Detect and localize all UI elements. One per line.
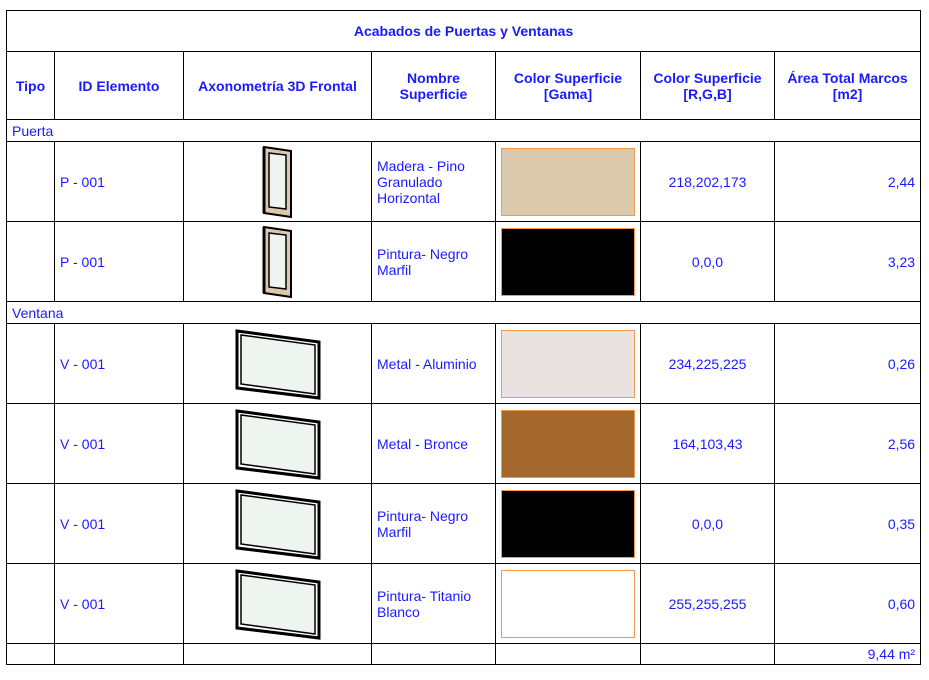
area-cell: 0,26 bbox=[773, 323, 922, 404]
table-row: V - 001 Pintura- Negro Marfil 0,0,0 0,35 bbox=[6, 483, 922, 564]
area-cell: 2,44 bbox=[773, 141, 922, 222]
group-header: Puerta bbox=[5, 119, 922, 142]
rgb-cell: 0,0,0 bbox=[640, 483, 775, 564]
id-cell: V - 001 bbox=[54, 483, 184, 564]
tipo-cell bbox=[6, 221, 55, 302]
column-header: Color Superficie [Gama] bbox=[495, 51, 641, 120]
area-cell: 0,35 bbox=[773, 483, 922, 564]
tipo-cell bbox=[6, 483, 55, 564]
surface-name-cell: Metal - Aluminio bbox=[371, 323, 496, 404]
table-row: P - 001 Pintura- Negro Marfil 0,0,0 3,23 bbox=[6, 221, 922, 302]
column-header: ID Elemento bbox=[54, 51, 184, 120]
schedule-table: Acabados de Puertas y Ventanas Tipo ID El… bbox=[5, 10, 922, 665]
rgb-cell: 164,103,43 bbox=[640, 403, 775, 484]
color-swatch bbox=[501, 489, 635, 558]
color-swatch bbox=[501, 409, 635, 478]
id-cell: V - 001 bbox=[54, 563, 184, 644]
table-row: V - 001 Metal - Bronce 164,103,43 2,56 bbox=[6, 403, 922, 484]
color-swatch-cell bbox=[495, 403, 641, 484]
column-header: Axonometría 3D Frontal bbox=[183, 51, 372, 120]
color-swatch-cell bbox=[495, 221, 641, 302]
tipo-cell bbox=[6, 563, 55, 644]
table-title: Acabados de Puertas y Ventanas bbox=[5, 10, 922, 52]
surface-name-cell: Pintura- Negro Marfil bbox=[371, 483, 496, 564]
door-icon bbox=[183, 141, 372, 222]
area-cell: 0,60 bbox=[773, 563, 922, 644]
rgb-cell: 218,202,173 bbox=[640, 141, 775, 222]
id-cell: P - 001 bbox=[54, 141, 184, 222]
surface-name-cell: Pintura- Negro Marfil bbox=[371, 221, 496, 302]
area-cell: 2,56 bbox=[773, 403, 922, 484]
table-row: P - 001 Madera - Pino Granulado Horizont… bbox=[6, 141, 922, 222]
tipo-cell bbox=[6, 323, 55, 404]
id-cell: P - 001 bbox=[54, 221, 184, 302]
table-row: V - 001 Metal - Aluminio 234,225,225 0,2… bbox=[6, 323, 922, 404]
color-swatch bbox=[501, 227, 635, 296]
window-icon bbox=[183, 483, 372, 564]
color-swatch-cell bbox=[495, 483, 641, 564]
column-header: Tipo bbox=[6, 51, 55, 120]
group-header: Ventana bbox=[5, 301, 922, 324]
rgb-cell: 0,0,0 bbox=[640, 221, 775, 302]
color-swatch bbox=[501, 329, 635, 398]
surface-name-cell: Pintura- Titanio Blanco bbox=[371, 563, 496, 644]
tipo-cell bbox=[6, 403, 55, 484]
color-swatch-cell bbox=[495, 563, 641, 644]
window-icon bbox=[183, 403, 372, 484]
id-cell: V - 001 bbox=[54, 323, 184, 404]
rgb-cell: 234,225,225 bbox=[640, 323, 775, 404]
surface-name-cell: Madera - Pino Granulado Horizontal bbox=[371, 141, 496, 222]
column-header: Nombre Superficie bbox=[371, 51, 496, 120]
total-area: 9,44 m² bbox=[773, 643, 922, 665]
column-header: Color Superficie [R,G,B] bbox=[640, 51, 775, 120]
door-icon bbox=[183, 221, 372, 302]
color-swatch-cell bbox=[495, 141, 641, 222]
tipo-cell bbox=[6, 141, 55, 222]
id-cell: V - 001 bbox=[54, 403, 184, 484]
color-swatch bbox=[501, 569, 635, 638]
area-cell: 3,23 bbox=[773, 221, 922, 302]
surface-name-cell: Metal - Bronce bbox=[371, 403, 496, 484]
color-swatch-cell bbox=[495, 323, 641, 404]
color-swatch bbox=[501, 147, 635, 216]
window-icon bbox=[183, 323, 372, 404]
window-icon bbox=[183, 563, 372, 644]
column-header: Área Total Marcos [m2] bbox=[773, 51, 922, 120]
rgb-cell: 255,255,255 bbox=[640, 563, 775, 644]
table-row: V - 001 Pintura- Titanio Blanco 255,255,… bbox=[6, 563, 922, 644]
